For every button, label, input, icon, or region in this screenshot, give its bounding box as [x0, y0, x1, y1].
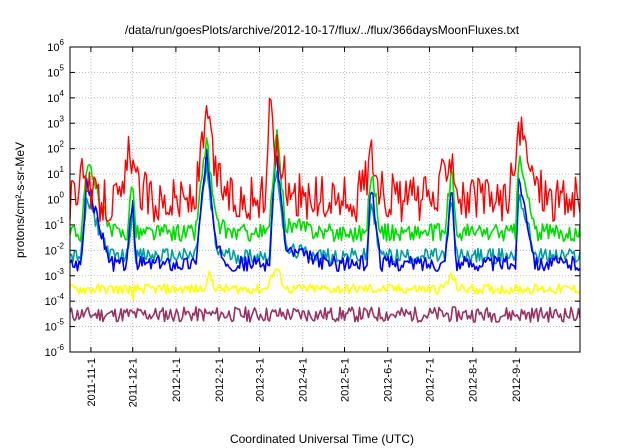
y-tick-label: 102 [47, 140, 64, 156]
chart-title: /data/run/goesPlots/archive/2012-10-17/f… [125, 23, 520, 37]
x-tick-label: 2012-7-1 [425, 358, 437, 402]
flux-series-line [69, 160, 581, 265]
x-tick-label: 2012-3-1 [255, 358, 267, 402]
y-tick-label: 10-3 [45, 267, 65, 283]
x-tick-label: 2012-5-1 [340, 358, 352, 402]
grid-lines [70, 47, 580, 352]
x-tick-label: 2012-9-1 [511, 358, 523, 402]
x-axis-label: Coordinated Universal Time (UTC) [230, 432, 414, 446]
flux-series-line [69, 268, 581, 302]
y-tick-label: 10-4 [45, 292, 65, 308]
plot-area [69, 97, 581, 323]
y-tick-label: 10-1 [45, 216, 65, 232]
x-tick-label: 2012-8-1 [468, 358, 480, 402]
x-tick-label: 2011-11-1 [86, 358, 98, 407]
x-tick-label: 2012-2-1 [214, 358, 226, 402]
y-tick-label: 100 [47, 191, 64, 207]
x-tick-label: 2012-1-1 [171, 358, 183, 402]
x-tick-label: 2011-12-1 [128, 358, 140, 407]
y-tick-label: 104 [47, 89, 64, 105]
y-tick-label: 106 [47, 38, 64, 54]
x-tick-label: 2012-6-1 [383, 358, 395, 402]
flux-series-line [69, 306, 581, 323]
y-tick-label: 101 [47, 165, 64, 181]
y-tick-label: 105 [47, 63, 64, 79]
flux-series-line [69, 148, 581, 273]
y-tick-label: 10-6 [45, 343, 65, 359]
y-axis-label: protons/cm²-s-sr-MeV [13, 142, 27, 258]
y-tick-label: 103 [47, 114, 64, 130]
x-axis-ticks: 2011-11-1 2011-12-1 2012-1-1 2012-2-1 2012-3… [86, 47, 523, 407]
flux-series-line [69, 129, 581, 243]
flux-series-line [69, 97, 581, 223]
y-tick-label: 10-5 [45, 318, 65, 334]
y-tick-label: 10-2 [45, 241, 65, 257]
x-tick-label: 2012-4-1 [298, 358, 310, 402]
y-axis-ticks: 10-6 10-5 10-4 10-3 10-2 10-1 100 101 102 103 104 1… [45, 38, 580, 359]
